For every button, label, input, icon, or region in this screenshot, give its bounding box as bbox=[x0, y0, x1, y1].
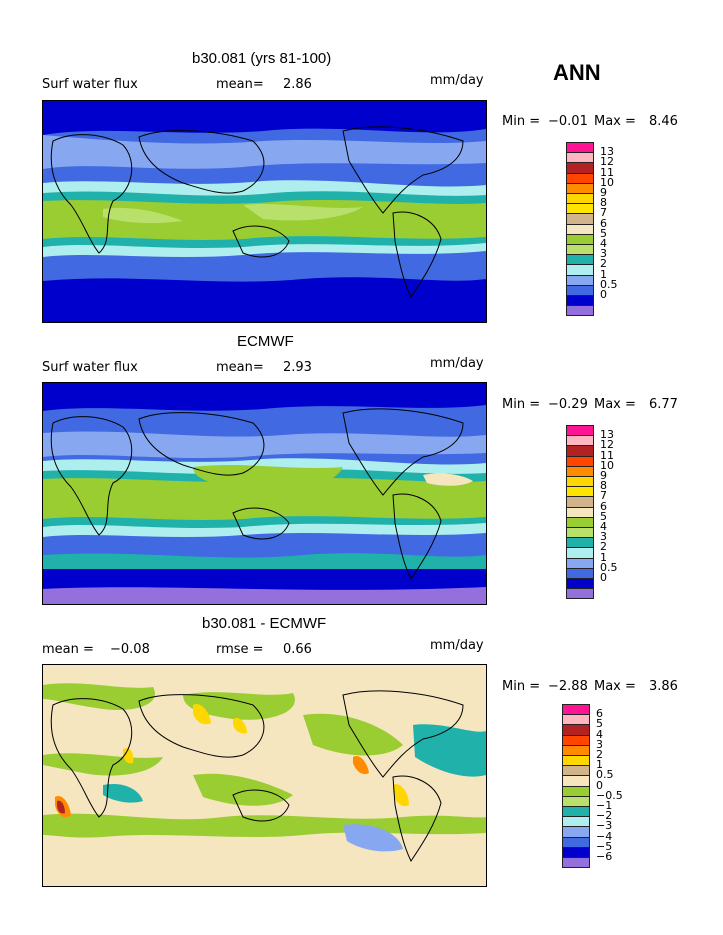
legend-label: −4 bbox=[596, 829, 613, 843]
season-label: ANN bbox=[553, 60, 601, 85]
legend-label: 9 bbox=[600, 469, 607, 482]
units-label: mm/day bbox=[430, 73, 484, 88]
legend-label: 7 bbox=[600, 489, 607, 503]
legend-label: 0.5 bbox=[600, 560, 618, 574]
legend-label: 2 bbox=[600, 257, 607, 271]
panel-title: ECMWF bbox=[237, 333, 294, 350]
min-label: Min = bbox=[502, 397, 541, 412]
panel-title: b30.081 - ECMWF bbox=[202, 615, 327, 632]
min-label: Min = bbox=[502, 114, 541, 129]
mean-value: 2.86 bbox=[283, 77, 312, 92]
legend-label: 9 bbox=[600, 186, 607, 199]
legend-label: 10 bbox=[600, 458, 614, 472]
legend-label: 3 bbox=[596, 737, 603, 751]
units-label: mm/day bbox=[430, 638, 484, 653]
min-value: −0.29 bbox=[548, 397, 588, 412]
legend-label: 13 bbox=[600, 428, 614, 442]
variable-label: Surf water flux bbox=[42, 360, 138, 375]
legend-label: 1 bbox=[600, 267, 607, 281]
legend-label: 7 bbox=[600, 206, 607, 220]
legend-label: −0.5 bbox=[596, 788, 623, 802]
max-label: Max = bbox=[594, 114, 636, 129]
min-label: Min = bbox=[502, 679, 541, 694]
legend-label: 12 bbox=[600, 438, 614, 452]
legend-label: 6 bbox=[600, 216, 607, 230]
legend-label: 3 bbox=[600, 247, 607, 261]
legend-label: −6 bbox=[596, 850, 613, 863]
legend-label: 8 bbox=[600, 196, 607, 210]
legend-label: 1 bbox=[600, 550, 607, 564]
mean-value: 2.93 bbox=[283, 360, 312, 375]
legend-swatch bbox=[566, 305, 594, 317]
map-obs bbox=[42, 382, 487, 605]
min-value: −2.88 bbox=[548, 679, 588, 694]
legend-label: 1 bbox=[596, 758, 603, 772]
contour-map bbox=[43, 101, 486, 322]
legend-label: 6 bbox=[600, 499, 607, 513]
panel-title: b30.081 (yrs 81-100) bbox=[192, 50, 332, 67]
legend-label: −1 bbox=[596, 799, 613, 812]
mean-label: mean= bbox=[216, 360, 264, 375]
max-value: 8.46 bbox=[649, 114, 678, 129]
legend-label: −5 bbox=[596, 839, 613, 853]
legend-label: 2 bbox=[600, 540, 607, 554]
legend-label: 2 bbox=[596, 748, 603, 761]
legend-label: −3 bbox=[596, 819, 613, 833]
legend-label: 12 bbox=[600, 155, 614, 169]
contour-map bbox=[43, 383, 486, 604]
legend-label: 6 bbox=[596, 707, 603, 721]
legend-label: 8 bbox=[600, 479, 607, 493]
legend-label: 5 bbox=[600, 509, 607, 523]
legend-swatch bbox=[562, 857, 590, 869]
legend-label: −2 bbox=[596, 809, 613, 823]
legend-label: 11 bbox=[600, 448, 614, 462]
mean-label: mean= bbox=[216, 77, 264, 92]
units-label: mm/day bbox=[430, 356, 484, 371]
max-value: 3.86 bbox=[649, 679, 678, 694]
legend-label: 5 bbox=[596, 717, 603, 731]
legend-label: 0.5 bbox=[596, 768, 614, 782]
legend-swatch bbox=[566, 588, 594, 600]
mean-label: mean = bbox=[42, 642, 94, 657]
legend-label: 5 bbox=[600, 226, 607, 240]
max-value: 6.77 bbox=[649, 397, 678, 412]
legend-label: 4 bbox=[600, 237, 607, 250]
legend-label: 4 bbox=[596, 727, 603, 741]
legend-label: 0 bbox=[600, 571, 607, 584]
contour-map bbox=[43, 665, 486, 886]
legend-label: 13 bbox=[600, 145, 614, 159]
legend-label: 3 bbox=[600, 530, 607, 544]
max-label: Max = bbox=[594, 397, 636, 412]
rmse-label: rmse = bbox=[216, 642, 264, 657]
variable-label: Surf water flux bbox=[42, 77, 138, 92]
legend-label: 0.5 bbox=[600, 277, 618, 291]
legend-label: 10 bbox=[600, 175, 614, 189]
rmse-value: 0.66 bbox=[283, 642, 312, 657]
map-model bbox=[42, 100, 487, 323]
legend-label: 4 bbox=[600, 520, 607, 533]
min-value: −0.01 bbox=[548, 114, 588, 129]
legend-label: 0 bbox=[596, 778, 603, 792]
legend-label: 11 bbox=[600, 165, 614, 179]
mean-value: −0.08 bbox=[110, 642, 150, 657]
legend-label: 0 bbox=[600, 288, 607, 301]
max-label: Max = bbox=[594, 679, 636, 694]
map-diff bbox=[42, 664, 487, 887]
